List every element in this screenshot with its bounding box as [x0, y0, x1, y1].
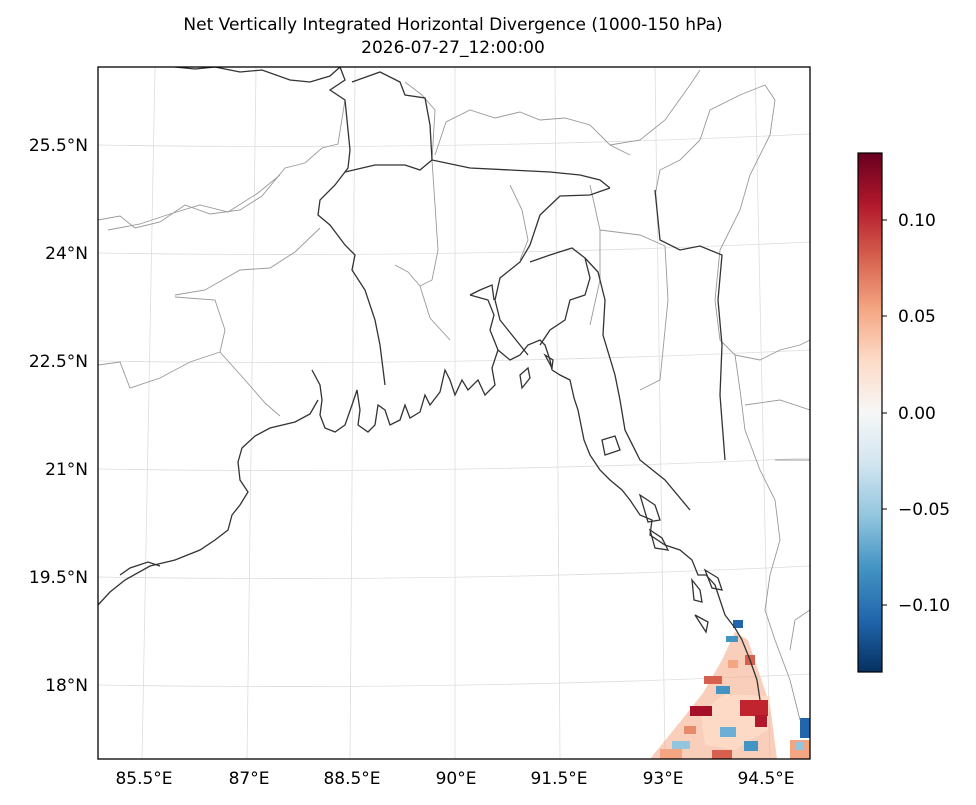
lat-label: 24°N [45, 244, 88, 264]
longitude-labels: 85.5°E 87°E 88.5°E 90°E 91.5°E 93°E 94.5… [115, 769, 794, 789]
lon-label: 87°E [229, 769, 270, 789]
colorbar-tick-label: −0.05 [898, 500, 950, 520]
map-frame [97, 66, 811, 760]
lon-label: 93°E [643, 769, 684, 789]
lon-label: 90°E [436, 769, 477, 789]
lon-label: 88.5°E [323, 769, 380, 789]
colorbar-tick-label: 0.05 [898, 307, 936, 327]
lon-label: 91.5°E [530, 769, 587, 789]
colorbar: 0.10 0.05 0.00 −0.05 −0.10 [857, 152, 950, 673]
colorbar-ticks [882, 219, 887, 606]
map-title: Net Vertically Integrated Horizontal Div… [183, 15, 722, 35]
lat-label: 18°N [45, 676, 88, 696]
lat-label: 21°N [45, 460, 88, 480]
colorbar-gradient [858, 153, 882, 672]
lat-label: 25.5°N [29, 136, 88, 156]
coastlines-borders [98, 67, 761, 701]
colorbar-tick-label: 0.10 [898, 211, 936, 231]
lon-label: 85.5°E [115, 769, 172, 789]
admin-borders [98, 69, 810, 721]
lon-label: 94.5°E [737, 769, 794, 789]
lat-label: 19.5°N [29, 568, 88, 588]
map-area [98, 67, 810, 759]
latitude-labels: 25.5°N 24°N 22.5°N 21°N 19.5°N 18°N [29, 136, 88, 696]
colorbar-tick-label: 0.00 [898, 404, 936, 424]
lat-label: 22.5°N [29, 352, 88, 372]
colorbar-tick-label: −0.10 [898, 596, 950, 616]
divergence-field [650, 620, 810, 759]
map-timestamp: 2026-07-27_12:00:00 [361, 38, 545, 58]
